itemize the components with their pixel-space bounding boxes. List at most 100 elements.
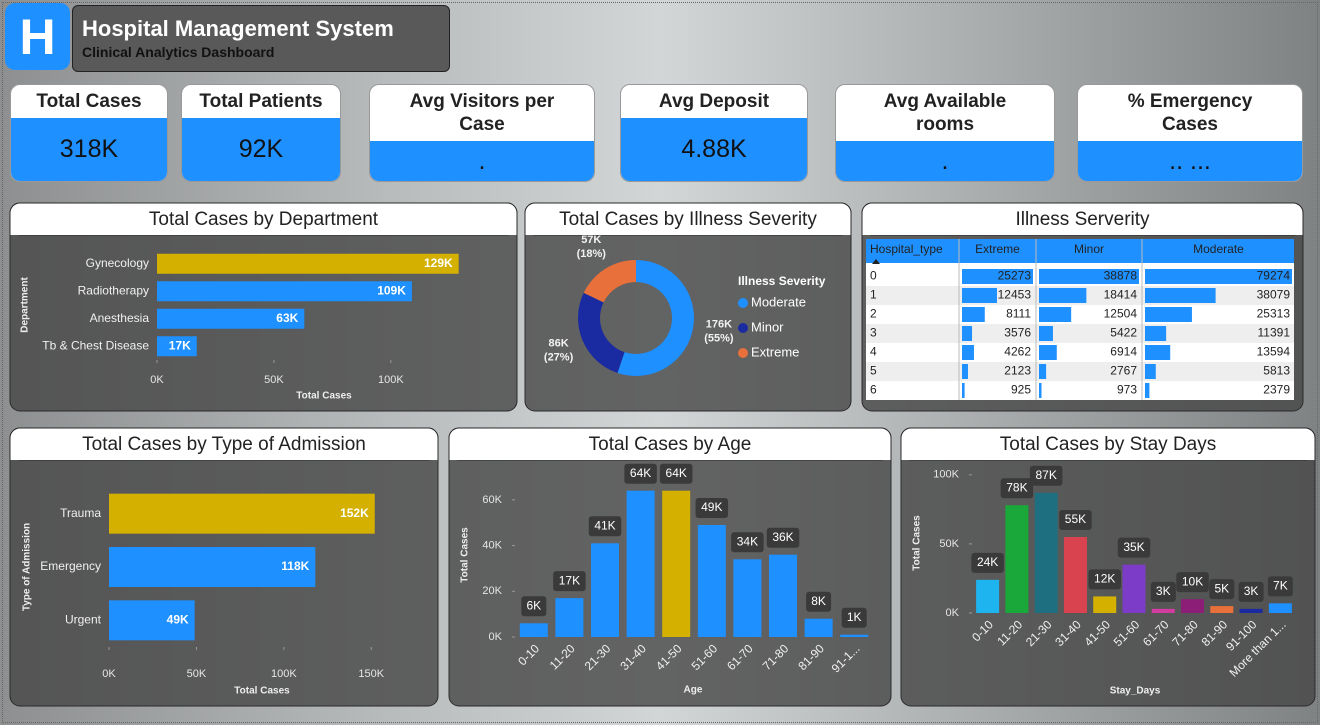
data-bar	[1145, 383, 1150, 398]
bar	[1122, 564, 1146, 613]
kpi-label: Total Cases	[36, 91, 142, 112]
data-bar	[1039, 364, 1047, 379]
bar	[1093, 596, 1117, 613]
data-bar	[1039, 307, 1072, 322]
row-bg	[866, 362, 1294, 381]
column-header: Hospital_type	[870, 242, 943, 256]
data-label-box	[521, 596, 547, 617]
y-tick-label: Gynecology	[86, 256, 149, 270]
kpi-label: Avg Available rooms	[883, 91, 1007, 135]
x-axis-title: Total Cases	[296, 391, 352, 402]
data-label-box	[1267, 576, 1293, 597]
bar	[109, 547, 316, 587]
data-label-box	[766, 527, 800, 548]
data-bar	[962, 326, 973, 341]
legend-marker	[738, 298, 748, 308]
cell: 4262	[1004, 345, 1031, 359]
y-tick-label: 100K	[933, 469, 959, 481]
data-label: 64K	[666, 466, 687, 480]
y-tick-label: 40K	[482, 539, 502, 551]
data-label: 12K	[1094, 572, 1115, 586]
data-bar	[1145, 288, 1216, 303]
data-label: 17K	[169, 338, 191, 352]
data-label: 86K	[548, 338, 568, 350]
bar	[840, 634, 869, 637]
panel-title: Illness Serverity	[1015, 209, 1150, 230]
panel-title: Total Cases by Type of Admission	[82, 434, 366, 455]
x-axis-title: Stay_Days	[1110, 686, 1161, 697]
data-label: 118K	[281, 559, 309, 573]
cell: 5	[870, 364, 877, 378]
data-bar	[1145, 269, 1292, 284]
data-bar	[962, 345, 974, 360]
data-bar	[1145, 326, 1167, 341]
data-label-box	[1238, 581, 1264, 602]
bar	[662, 490, 691, 637]
legend-label: Extreme	[751, 344, 799, 359]
data-label: 49K	[167, 613, 189, 627]
kpi-card: Avg Visitors per Case.	[369, 84, 595, 182]
table-header-bg	[866, 239, 1294, 263]
data-label-box	[553, 571, 586, 592]
legend-label: Moderate	[751, 294, 806, 309]
data-label: 10K	[1182, 574, 1203, 588]
kpi-card: Total Cases 318K	[10, 84, 168, 182]
kpi-card: Avg Available rooms.	[835, 84, 1055, 182]
x-tick-label: 100K	[271, 668, 297, 680]
bar	[591, 543, 619, 637]
data-label: 17K	[559, 573, 580, 587]
data-bar	[1039, 345, 1057, 360]
y-axis-title: Total Cases	[460, 527, 471, 583]
y-tick-label: Tb & Chest Disease	[42, 338, 149, 352]
app-title: Hospital Management System	[82, 16, 394, 41]
y-axis-title: Department	[20, 277, 31, 333]
bar	[109, 600, 195, 641]
data-label-box	[1209, 579, 1235, 600]
kpi-label: Avg Visitors per Case	[409, 91, 555, 135]
x-axis-title: Age	[684, 685, 703, 696]
data-label: 129K	[424, 256, 453, 270]
cell: 2767	[1110, 364, 1137, 378]
data-label-box	[588, 516, 622, 537]
bar	[1181, 599, 1205, 613]
data-label: 6K	[526, 598, 541, 612]
y-tick-label: 0K	[946, 607, 960, 619]
data-label: 57K	[581, 234, 601, 246]
cell: 79274	[1257, 269, 1291, 283]
data-label-percent: (18%)	[577, 248, 607, 260]
data-label: 36K	[772, 530, 793, 544]
cell: 2	[870, 307, 877, 321]
column-header: Moderate	[1193, 242, 1244, 256]
bar	[1005, 505, 1029, 613]
cell: 3576	[1004, 326, 1031, 340]
data-label: 1K	[847, 610, 862, 624]
cell: 12504	[1104, 307, 1138, 321]
donut-slice	[617, 260, 694, 376]
cell: 5813	[1263, 364, 1290, 378]
legend-marker	[738, 323, 748, 333]
x-tick-label: 50K	[264, 374, 284, 386]
bar	[804, 618, 833, 637]
cell: 925	[1011, 383, 1031, 397]
bar	[157, 308, 305, 329]
kpi-value: .. ...	[1078, 141, 1302, 181]
sort-indicator	[872, 259, 880, 264]
data-label-box	[1176, 572, 1209, 593]
cell: 12453	[998, 288, 1032, 302]
kpi-value: .	[836, 141, 1054, 181]
data-bar	[1039, 326, 1053, 341]
data-label: 109K	[377, 283, 406, 297]
kpi-label: Total Patients	[199, 91, 323, 112]
cell: 38878	[1104, 269, 1138, 283]
donut-slice	[583, 260, 636, 303]
cell: 11391	[1258, 326, 1291, 340]
data-bar	[1145, 364, 1156, 379]
y-tick-label: Trauma	[60, 506, 101, 520]
x-tick-label: 50K	[187, 668, 207, 680]
bar	[733, 559, 762, 637]
x-axis-title: Total Cases	[234, 686, 290, 697]
data-bar	[1039, 269, 1139, 284]
data-label-box	[971, 552, 1004, 573]
data-label: 5K	[1214, 581, 1229, 595]
